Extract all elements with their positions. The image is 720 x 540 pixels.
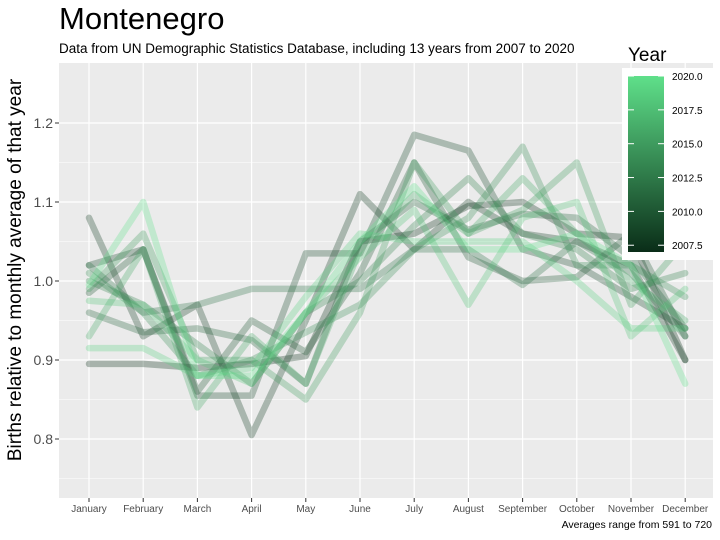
series-line <box>85 143 689 380</box>
y-tick-label: 1.0 <box>34 273 54 289</box>
y-tick-label: 0.9 <box>34 352 54 368</box>
x-axis-ticks: January February March April May June July Augu… <box>71 498 709 515</box>
chart-title: Montenegro <box>59 1 225 36</box>
series-line <box>85 182 689 387</box>
series-line <box>85 175 689 411</box>
legend-tick-label: 2017.5 <box>672 106 703 117</box>
series-line <box>85 131 689 399</box>
legend-ticks: 2007.5 2010.0 2012.5 2015.0 2017.5 2020.0 <box>628 72 703 252</box>
series-line <box>85 198 689 387</box>
chart-caption: Averages range from 591 to 720 <box>561 519 712 531</box>
legend-tick-label: 2015.0 <box>672 140 703 151</box>
chart-subtitle: Data from UN Demographic Statistics Data… <box>59 41 575 56</box>
series-line <box>85 159 689 403</box>
legend-colorbar <box>628 76 664 252</box>
x-tick-label: October <box>559 504 595 515</box>
y-axis-ticks: 0.8 0.9 1.0 1.1 1.2 <box>34 115 59 447</box>
legend-title: Year <box>628 45 667 66</box>
series-line <box>85 175 689 387</box>
x-tick-label: December <box>662 504 709 515</box>
series-line <box>85 198 689 372</box>
legend-tick-label: 2012.5 <box>672 174 703 185</box>
series-line <box>85 190 689 439</box>
y-tick-label: 1.1 <box>34 194 54 210</box>
x-tick-label: September <box>498 504 548 515</box>
series-line <box>85 159 689 395</box>
x-tick-label: November <box>608 504 655 515</box>
legend-tick-label: 2010.0 <box>672 207 703 218</box>
legend-tick-label: 2020.0 <box>672 72 703 83</box>
series-line <box>85 238 689 340</box>
x-tick-label: January <box>71 504 107 515</box>
series-line <box>85 230 689 380</box>
series-lines <box>85 131 689 439</box>
x-tick-label: July <box>405 504 423 515</box>
x-tick-label: February <box>123 504 163 515</box>
y-tick-label: 0.8 <box>34 431 54 447</box>
x-tick-label: May <box>296 504 315 515</box>
grid-lines <box>59 63 713 498</box>
x-tick-label: June <box>349 504 371 515</box>
series-line <box>85 198 689 387</box>
x-tick-label: April <box>242 504 262 515</box>
x-tick-label: March <box>184 504 212 515</box>
x-tick-label: August <box>453 504 484 515</box>
y-tick-label: 1.2 <box>34 115 54 131</box>
legend-tick-label: 2007.5 <box>672 241 703 252</box>
